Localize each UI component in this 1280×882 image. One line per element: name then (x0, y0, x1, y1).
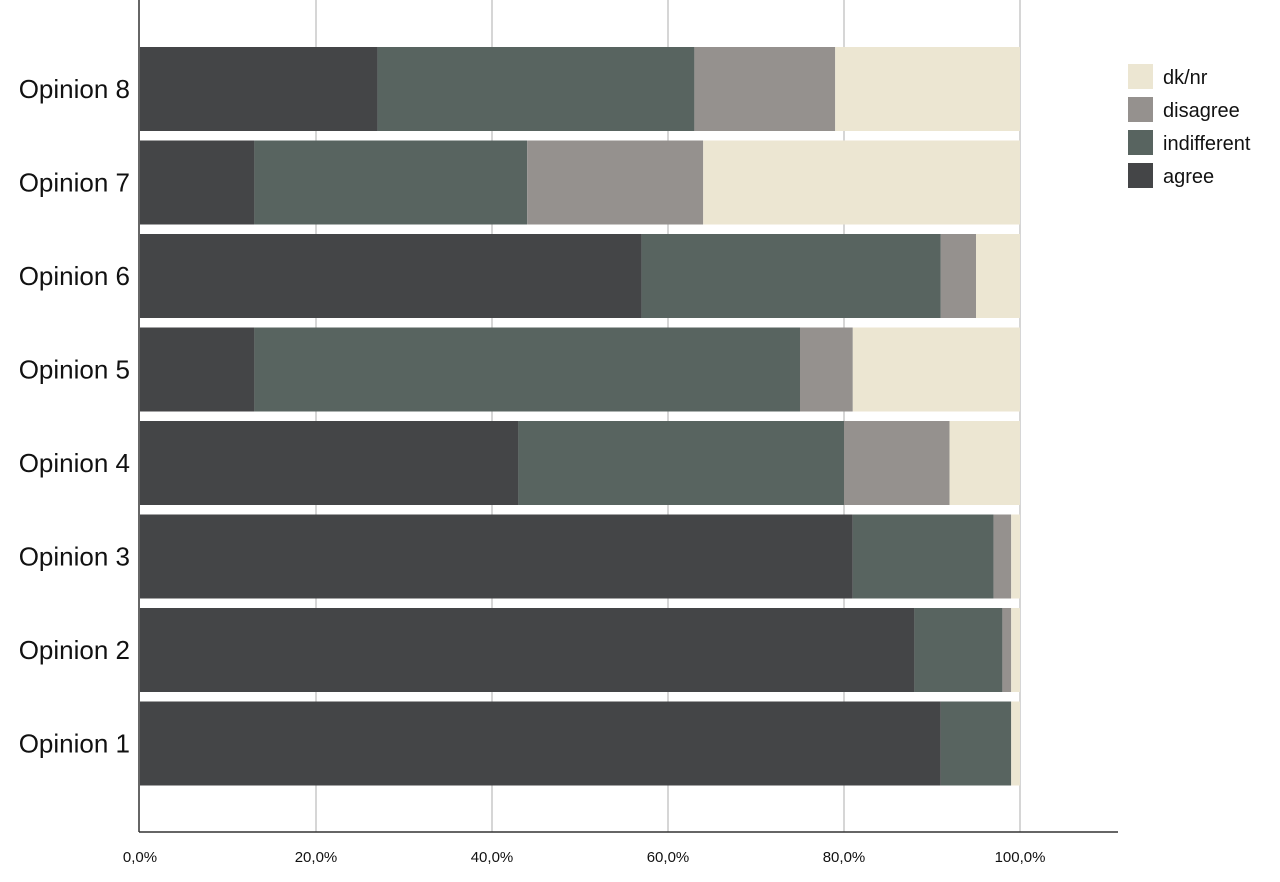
grid-lines (315, 0, 1021, 832)
x-tick-label-3: 60,0% (647, 849, 690, 866)
bar-agree-opinion-7 (140, 140, 255, 225)
bar-agree-opinion-2 (140, 608, 915, 692)
bar-dk-nr-opinion-7 (703, 140, 1020, 225)
bar-agree-opinion-1 (140, 701, 941, 786)
bar-disagree-opinion-8 (694, 47, 836, 131)
bar-dk-nr-opinion-6 (976, 234, 1020, 318)
bar-disagree-opinion-5 (800, 327, 853, 412)
category-label-opinion-3: Opinion 3 (19, 542, 130, 572)
bar-indifferent-opinion-1 (940, 701, 1012, 786)
bar-agree-opinion-5 (140, 327, 255, 412)
category-label-opinion-8: Opinion 8 (19, 74, 130, 104)
legend-swatch-agree (1128, 163, 1153, 188)
category-label-opinion-1: Opinion 1 (19, 729, 130, 759)
bar-agree-opinion-3 (140, 514, 853, 599)
bar-dk-nr-opinion-5 (852, 327, 1020, 412)
legend-swatch-dk-nr (1128, 64, 1153, 89)
legend-label-indifferent: indifferent (1163, 133, 1251, 155)
bar-indifferent-opinion-7 (254, 140, 528, 225)
x-tick-label-2: 40,0% (471, 849, 514, 866)
bar-dk-nr-opinion-3 (1011, 514, 1020, 599)
x-tick-label-4: 80,0% (823, 849, 866, 866)
bar-dk-nr-opinion-1 (1011, 701, 1020, 786)
legend-swatch-disagree (1128, 97, 1153, 122)
bar-agree-opinion-6 (140, 234, 642, 318)
category-label-opinion-4: Opinion 4 (19, 448, 130, 478)
legend: dk/nr disagree indifferent agree (1128, 64, 1251, 188)
category-label-opinion-7: Opinion 7 (19, 168, 130, 198)
bar-disagree-opinion-4 (844, 421, 950, 505)
x-tick-label-5: 100,0% (995, 849, 1046, 866)
category-labels: Opinion 1 Opinion 2 Opinion 3 Opinion 4 Opin… (19, 74, 130, 759)
bar-disagree-opinion-6 (940, 234, 976, 318)
category-label-opinion-5: Opinion 5 (19, 355, 130, 385)
bar-disagree-opinion-3 (993, 514, 1012, 599)
bar-dk-nr-opinion-2 (1011, 608, 1020, 692)
category-label-opinion-6: Opinion 6 (19, 261, 130, 291)
bar-indifferent-opinion-8 (377, 47, 695, 131)
bar-dk-nr-opinion-8 (835, 47, 1020, 131)
x-tick-label-1: 20,0% (295, 849, 338, 866)
legend-swatch-indifferent (1128, 130, 1153, 155)
bar-indifferent-opinion-2 (914, 608, 1003, 692)
bar-agree-opinion-8 (140, 47, 378, 131)
bar-indifferent-opinion-5 (254, 327, 800, 412)
legend-label-dk-nr: dk/nr (1163, 67, 1208, 89)
bars (140, 47, 1020, 786)
bar-disagree-opinion-2 (1002, 608, 1012, 692)
bar-indifferent-opinion-4 (518, 421, 844, 505)
legend-label-disagree: disagree (1163, 100, 1240, 122)
x-tick-labels: 0,0% 20,0% 40,0% 60,0% 80,0% 100,0% (123, 849, 1046, 866)
category-label-opinion-2: Opinion 2 (19, 635, 130, 665)
bar-indifferent-opinion-6 (641, 234, 941, 318)
bar-dk-nr-opinion-4 (949, 421, 1020, 505)
bar-agree-opinion-4 (140, 421, 519, 505)
x-tick-label-0: 0,0% (123, 849, 157, 866)
legend-label-agree: agree (1163, 166, 1214, 188)
bar-disagree-opinion-7 (527, 140, 704, 225)
axes (138, 0, 1118, 833)
bar-indifferent-opinion-3 (852, 514, 994, 599)
